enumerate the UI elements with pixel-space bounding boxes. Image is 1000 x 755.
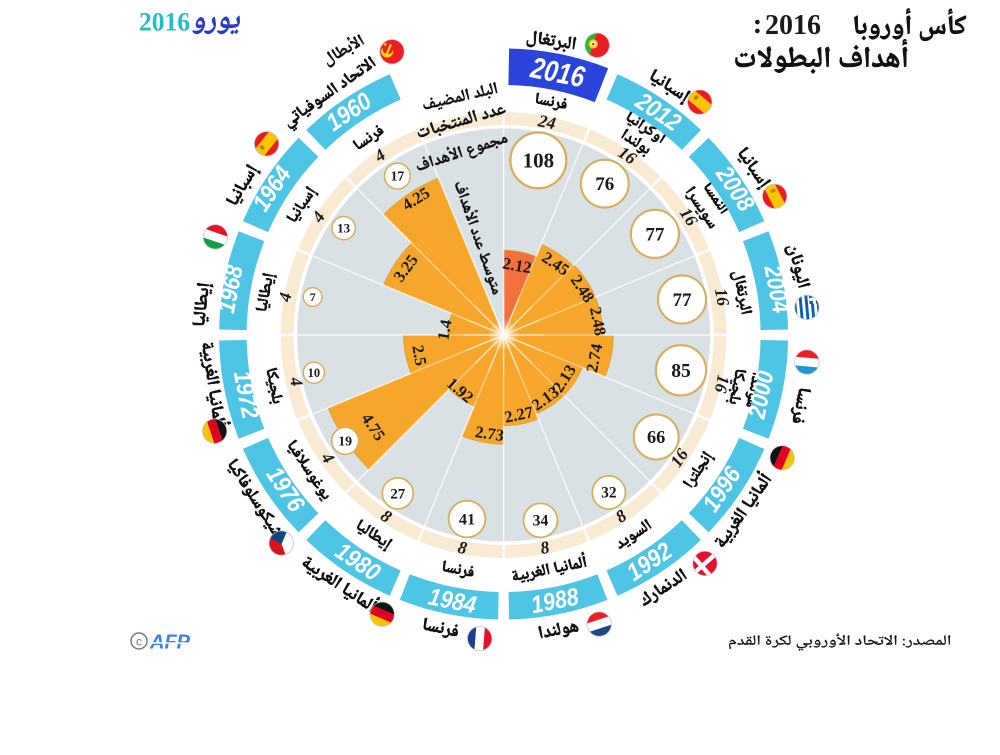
svg-text:c: c — [136, 635, 142, 649]
svg-text:85: 85 — [671, 361, 691, 382]
svg-text:2.73: 2.73 — [474, 422, 505, 445]
svg-text:77: 77 — [673, 290, 693, 311]
svg-text:17: 17 — [391, 169, 405, 184]
svg-text:76: 76 — [595, 174, 614, 195]
svg-text:10: 10 — [308, 366, 320, 380]
svg-text:19: 19 — [338, 435, 352, 450]
svg-text:41: 41 — [459, 510, 475, 529]
svg-text::: : — [753, 8, 763, 40]
svg-text:2.12: 2.12 — [501, 253, 533, 277]
svg-text:16: 16 — [711, 373, 734, 394]
svg-text:77: 77 — [645, 224, 665, 245]
svg-text:13: 13 — [337, 221, 351, 236]
svg-text:4: 4 — [274, 291, 296, 305]
svg-text:34: 34 — [533, 513, 549, 530]
svg-text:8: 8 — [456, 537, 469, 558]
svg-text:4: 4 — [286, 374, 308, 388]
svg-text:7: 7 — [310, 290, 316, 304]
svg-text:2016: 2016 — [139, 8, 190, 37]
svg-text:1.4: 1.4 — [433, 318, 455, 342]
svg-text:66: 66 — [647, 427, 665, 447]
svg-text:32: 32 — [601, 485, 617, 502]
svg-text:2016: 2016 — [765, 9, 821, 41]
svg-text:108: 108 — [523, 149, 554, 173]
svg-text:8: 8 — [539, 537, 552, 558]
svg-text:24: 24 — [536, 110, 558, 133]
svg-text:2.5: 2.5 — [408, 344, 430, 368]
svg-text:27: 27 — [390, 486, 405, 502]
svg-text:16: 16 — [711, 286, 734, 307]
